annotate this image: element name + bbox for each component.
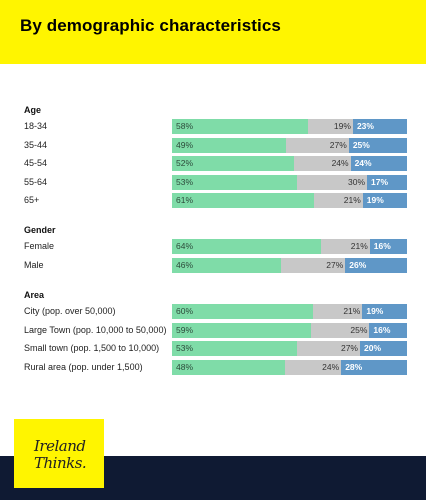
data-label: 21% <box>350 241 368 251</box>
positive-segment: 48% <box>172 359 285 375</box>
negative-segment: 17% <box>367 174 407 190</box>
positive-segment: 49% <box>172 137 286 153</box>
negative-segment: 19% <box>362 193 407 208</box>
stacked-bar: 58% 19% 23% <box>172 119 407 134</box>
data-label: 24% <box>354 158 372 168</box>
positive-segment: 61% <box>172 193 314 208</box>
header-band: By demographic characteristics <box>0 0 426 64</box>
data-label: 25% <box>350 324 368 335</box>
row-label: City (pop. over 50,000) <box>24 306 116 316</box>
positive-segment: 53% <box>172 341 297 356</box>
neutral-segment: 27% <box>286 137 349 153</box>
positive-segment: 52% <box>172 156 295 171</box>
stacked-bar: 59% 25% 16% <box>172 322 407 338</box>
data-label: 26% <box>349 259 367 270</box>
stacked-bar: 46% 27% 26% <box>172 257 407 273</box>
data-label: 61% <box>176 195 194 205</box>
stacked-bar: 60% 21% 19% <box>172 304 407 319</box>
data-label: 25% <box>352 139 370 150</box>
neutral-segment: 27% <box>281 257 346 273</box>
stacked-bar: 64% 21% 16% <box>172 239 407 254</box>
neutral-segment: 21% <box>320 239 370 254</box>
stacked-bar: 53% 27% 20% <box>172 341 407 356</box>
row-label: Small town (pop. 1,500 to 10,000) <box>24 343 160 353</box>
positive-segment: 53% <box>172 174 297 190</box>
neutral-segment: 27% <box>296 341 360 356</box>
data-label: 27% <box>326 259 344 270</box>
row-label: 45-54 <box>24 158 48 168</box>
stacked-bar: 48% 24% 28% <box>172 359 407 375</box>
negative-segment: 23% <box>352 119 407 134</box>
data-label: 27% <box>340 343 358 353</box>
row-label: Large Town (pop. 10,000 to 50,000) <box>24 324 167 335</box>
positive-segment: 58% <box>172 119 309 134</box>
negative-segment: 24% <box>350 156 407 171</box>
data-label: 17% <box>371 176 389 187</box>
data-label: 53% <box>176 343 194 353</box>
data-label: 49% <box>176 139 194 150</box>
data-label: 19% <box>366 306 384 316</box>
data-label: 48% <box>176 361 194 372</box>
data-label: 60% <box>176 306 194 316</box>
group-title: Age <box>24 105 42 115</box>
neutral-segment: 24% <box>294 156 351 171</box>
data-label: 27% <box>329 139 347 150</box>
data-label: 30% <box>348 176 366 187</box>
logo-line-1: Ireland <box>34 437 86 455</box>
ireland-thinks-logo: Ireland Thinks. <box>14 419 104 488</box>
neutral-segment: 25% <box>310 322 370 338</box>
stacked-bar: 61% 21% 19% <box>172 193 407 208</box>
neutral-segment: 21% <box>313 304 363 319</box>
negative-segment: 19% <box>362 304 407 319</box>
neutral-segment: 21% <box>313 193 363 208</box>
data-label: 16% <box>373 324 391 335</box>
row-label: Male <box>24 259 44 270</box>
data-label: 23% <box>356 121 374 131</box>
data-label: 16% <box>373 241 391 251</box>
data-label: 46% <box>176 259 194 270</box>
row-label: 35-44 <box>24 139 48 150</box>
page-title: By demographic characteristics <box>20 16 281 35</box>
data-label: 21% <box>343 195 361 205</box>
stacked-bar: 53% 30% 17% <box>172 174 407 190</box>
data-label: 24% <box>331 158 349 168</box>
data-label: 20% <box>363 343 381 353</box>
group-title: Area <box>24 290 45 300</box>
data-label: 59% <box>176 324 194 335</box>
stacked-bar: 49% 27% 25% <box>172 137 407 153</box>
row-label: 65+ <box>24 195 40 205</box>
row-label: Rural area (pop. under 1,500) <box>24 361 143 372</box>
data-label: 21% <box>343 306 361 316</box>
data-label: 64% <box>176 241 194 251</box>
neutral-segment: 30% <box>296 174 368 190</box>
data-label: 53% <box>176 176 194 187</box>
neutral-segment: 19% <box>308 119 353 134</box>
neutral-segment: 24% <box>284 359 342 375</box>
positive-segment: 64% <box>172 239 321 254</box>
row-label: Female <box>24 241 55 251</box>
negative-segment: 26% <box>345 257 407 273</box>
row-label: 55-64 <box>24 176 48 187</box>
data-label: 24% <box>322 361 340 372</box>
data-label: 28% <box>345 361 363 372</box>
data-label: 58% <box>176 121 194 131</box>
negative-segment: 16% <box>369 322 407 338</box>
data-label: 19% <box>333 121 351 131</box>
data-label: 52% <box>176 158 194 168</box>
logo-line-2: Thinks. <box>34 454 87 472</box>
row-label: 18-34 <box>24 121 48 131</box>
positive-segment: 60% <box>172 304 313 319</box>
negative-segment: 28% <box>341 359 407 375</box>
group-title: Gender <box>24 225 56 235</box>
negative-segment: 16% <box>369 239 407 254</box>
positive-segment: 46% <box>172 257 282 273</box>
negative-segment: 25% <box>348 137 407 153</box>
data-label: 19% <box>366 195 384 205</box>
negative-segment: 20% <box>359 341 407 356</box>
positive-segment: 59% <box>172 322 311 338</box>
stacked-bar: 52% 24% 24% <box>172 156 407 171</box>
